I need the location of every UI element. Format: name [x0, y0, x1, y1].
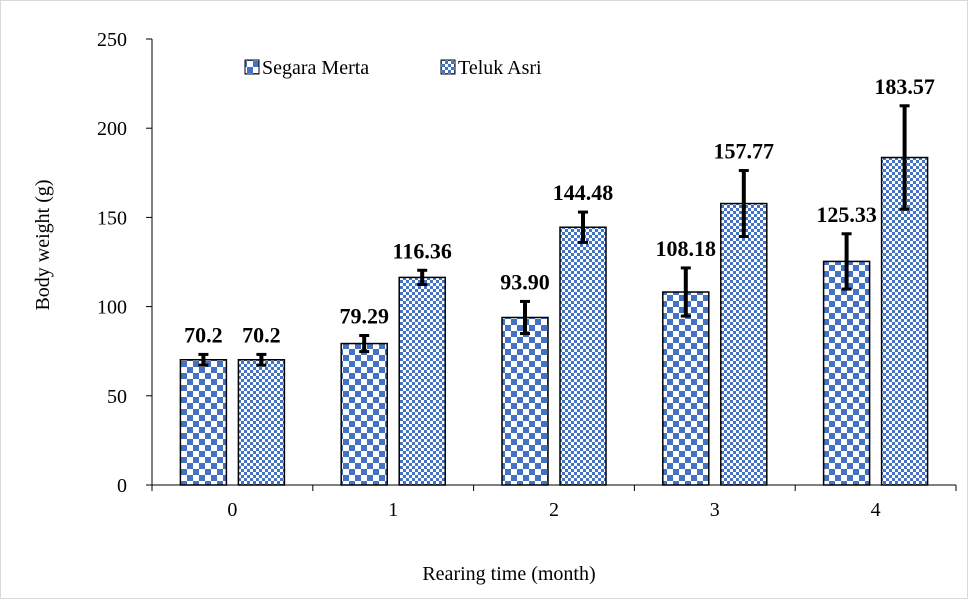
bars [179, 104, 929, 486]
x-tick-label: 0 [227, 499, 237, 521]
data-label: 70.2 [242, 322, 281, 347]
data-label: 125.33 [816, 202, 877, 227]
x-tick-label: 4 [871, 499, 881, 521]
data-label: 116.36 [393, 238, 452, 263]
data-label: 79.29 [339, 304, 389, 329]
y-tick-label: 200 [97, 118, 127, 140]
axes: 0 50 100 150 200 250 0 1 2 3 4 [97, 29, 957, 521]
legend-swatch [244, 59, 260, 75]
data-label: 70.2 [184, 322, 223, 347]
data-label: 157.77 [714, 139, 775, 164]
y-tick-label: 50 [107, 386, 127, 408]
x-axis-title: Rearing time (month) [422, 563, 595, 585]
bar [340, 342, 388, 486]
y-tick-label: 150 [97, 207, 127, 229]
y-axis-title: Body weight (g) [32, 179, 54, 310]
x-tick-label: 3 [710, 499, 720, 521]
bar [880, 156, 929, 486]
y-tick-label: 250 [97, 29, 127, 51]
y-tick-label: 100 [97, 297, 127, 319]
bar [822, 260, 871, 486]
x-tick-label: 1 [388, 499, 398, 521]
legend: Segara Merta Teluk Asri [244, 57, 542, 79]
bar [559, 226, 607, 486]
bar [720, 202, 768, 486]
legend-label: Teluk Asri [458, 57, 542, 79]
data-labels: 70.2 70.2 79.29 116.36 93.90 144.48 108.18 157.… [184, 74, 935, 348]
bar [237, 359, 286, 486]
data-label: 108.18 [656, 236, 717, 261]
data-label: 183.57 [874, 74, 935, 99]
y-tick-label: 0 [117, 475, 127, 497]
data-label: 93.90 [500, 269, 550, 294]
data-label: 144.48 [553, 180, 614, 205]
legend-swatch [440, 59, 456, 75]
bar [662, 291, 710, 486]
bar [501, 316, 549, 486]
legend-label: Segara Merta [262, 57, 369, 79]
x-tick-label: 2 [549, 499, 559, 521]
bar [398, 276, 446, 486]
bar [179, 359, 228, 486]
